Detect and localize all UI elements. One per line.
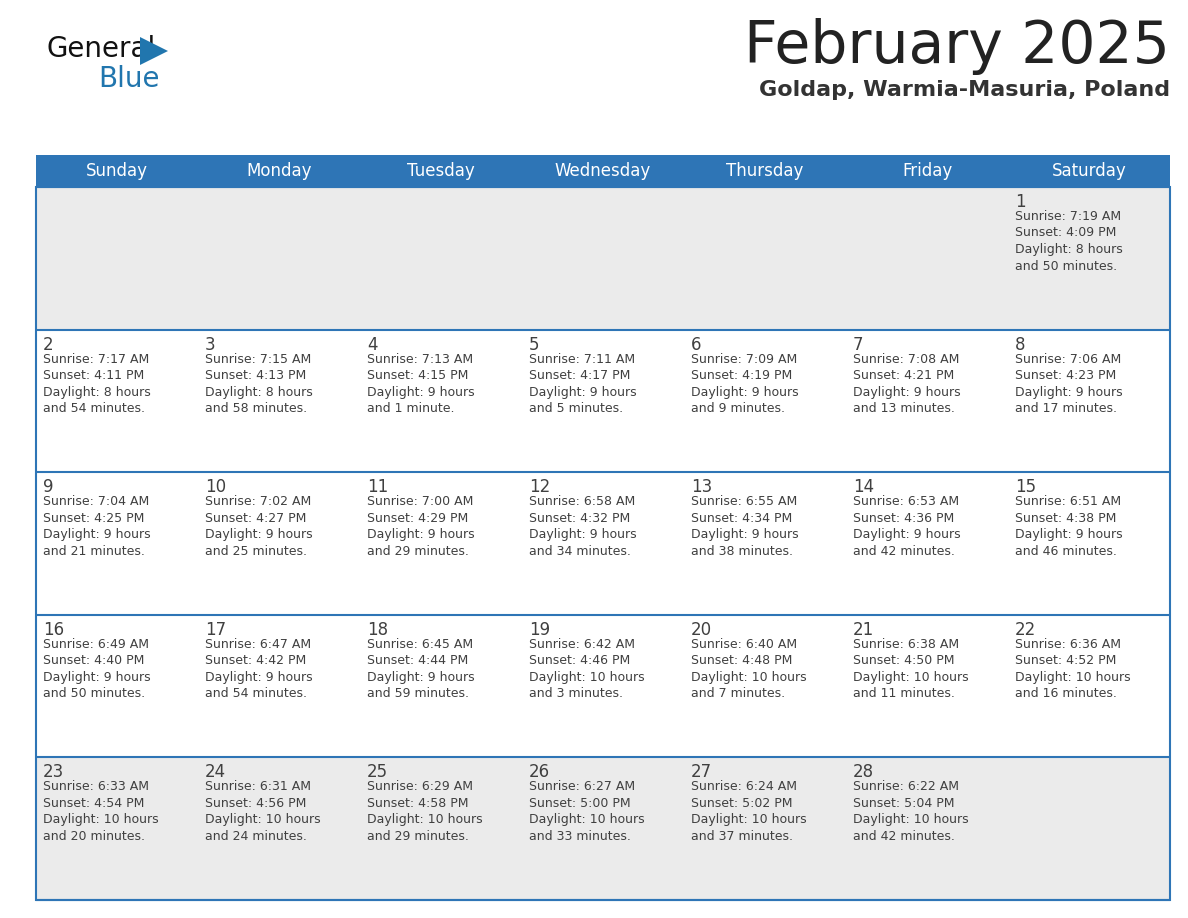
Text: 21: 21 (853, 621, 874, 639)
Text: 10: 10 (206, 478, 226, 497)
Text: Thursday: Thursday (726, 162, 804, 180)
Text: Wednesday: Wednesday (555, 162, 651, 180)
Text: Sunrise: 7:08 AM
Sunset: 4:21 PM
Daylight: 9 hours
and 13 minutes.: Sunrise: 7:08 AM Sunset: 4:21 PM Dayligh… (853, 353, 961, 415)
Bar (36, 155, 1170, 187)
Text: 16: 16 (43, 621, 64, 639)
Text: Sunrise: 6:58 AM
Sunset: 4:32 PM
Daylight: 9 hours
and 34 minutes.: Sunrise: 6:58 AM Sunset: 4:32 PM Dayligh… (529, 495, 637, 558)
Text: 27: 27 (691, 764, 712, 781)
Text: Sunrise: 7:11 AM
Sunset: 4:17 PM
Daylight: 9 hours
and 5 minutes.: Sunrise: 7:11 AM Sunset: 4:17 PM Dayligh… (529, 353, 637, 415)
Text: 15: 15 (1015, 478, 1036, 497)
Text: Sunrise: 7:04 AM
Sunset: 4:25 PM
Daylight: 9 hours
and 21 minutes.: Sunrise: 7:04 AM Sunset: 4:25 PM Dayligh… (43, 495, 151, 558)
Bar (36, 187, 1170, 330)
Text: Sunrise: 7:06 AM
Sunset: 4:23 PM
Daylight: 9 hours
and 17 minutes.: Sunrise: 7:06 AM Sunset: 4:23 PM Dayligh… (1015, 353, 1123, 415)
Bar (36, 615, 1170, 757)
Text: Sunrise: 6:36 AM
Sunset: 4:52 PM
Daylight: 10 hours
and 16 minutes.: Sunrise: 6:36 AM Sunset: 4:52 PM Dayligh… (1015, 638, 1131, 700)
Text: Sunrise: 6:31 AM
Sunset: 4:56 PM
Daylight: 10 hours
and 24 minutes.: Sunrise: 6:31 AM Sunset: 4:56 PM Dayligh… (206, 780, 321, 843)
Text: Sunrise: 6:40 AM
Sunset: 4:48 PM
Daylight: 10 hours
and 7 minutes.: Sunrise: 6:40 AM Sunset: 4:48 PM Dayligh… (691, 638, 807, 700)
Text: Sunrise: 7:15 AM
Sunset: 4:13 PM
Daylight: 8 hours
and 58 minutes.: Sunrise: 7:15 AM Sunset: 4:13 PM Dayligh… (206, 353, 312, 415)
Text: 28: 28 (853, 764, 874, 781)
Text: Sunrise: 6:47 AM
Sunset: 4:42 PM
Daylight: 9 hours
and 54 minutes.: Sunrise: 6:47 AM Sunset: 4:42 PM Dayligh… (206, 638, 312, 700)
Text: Sunrise: 7:13 AM
Sunset: 4:15 PM
Daylight: 9 hours
and 1 minute.: Sunrise: 7:13 AM Sunset: 4:15 PM Dayligh… (367, 353, 475, 415)
Bar (36, 330, 1170, 472)
Text: Sunrise: 7:02 AM
Sunset: 4:27 PM
Daylight: 9 hours
and 25 minutes.: Sunrise: 7:02 AM Sunset: 4:27 PM Dayligh… (206, 495, 312, 558)
Text: 17: 17 (206, 621, 226, 639)
Text: Sunrise: 6:42 AM
Sunset: 4:46 PM
Daylight: 10 hours
and 3 minutes.: Sunrise: 6:42 AM Sunset: 4:46 PM Dayligh… (529, 638, 645, 700)
Text: 9: 9 (43, 478, 53, 497)
Text: 1: 1 (1015, 193, 1025, 211)
Text: General: General (46, 35, 156, 63)
Text: Sunrise: 7:00 AM
Sunset: 4:29 PM
Daylight: 9 hours
and 29 minutes.: Sunrise: 7:00 AM Sunset: 4:29 PM Dayligh… (367, 495, 475, 558)
Text: 22: 22 (1015, 621, 1036, 639)
Text: Sunrise: 7:17 AM
Sunset: 4:11 PM
Daylight: 8 hours
and 54 minutes.: Sunrise: 7:17 AM Sunset: 4:11 PM Dayligh… (43, 353, 151, 415)
Text: 14: 14 (853, 478, 874, 497)
Text: Monday: Monday (246, 162, 311, 180)
Text: Sunrise: 6:24 AM
Sunset: 5:02 PM
Daylight: 10 hours
and 37 minutes.: Sunrise: 6:24 AM Sunset: 5:02 PM Dayligh… (691, 780, 807, 843)
Text: 13: 13 (691, 478, 713, 497)
Text: 2: 2 (43, 336, 53, 353)
Text: Sunrise: 6:45 AM
Sunset: 4:44 PM
Daylight: 9 hours
and 59 minutes.: Sunrise: 6:45 AM Sunset: 4:44 PM Dayligh… (367, 638, 475, 700)
Text: 8: 8 (1015, 336, 1025, 353)
Text: Sunrise: 6:33 AM
Sunset: 4:54 PM
Daylight: 10 hours
and 20 minutes.: Sunrise: 6:33 AM Sunset: 4:54 PM Dayligh… (43, 780, 159, 843)
Text: 25: 25 (367, 764, 388, 781)
Text: Friday: Friday (902, 162, 952, 180)
Text: 12: 12 (529, 478, 550, 497)
Text: 24: 24 (206, 764, 226, 781)
Text: Goldap, Warmia-Masuria, Poland: Goldap, Warmia-Masuria, Poland (759, 80, 1170, 100)
Text: February 2025: February 2025 (744, 18, 1170, 75)
Text: 20: 20 (691, 621, 712, 639)
Text: 19: 19 (529, 621, 550, 639)
Text: Saturday: Saturday (1051, 162, 1126, 180)
Polygon shape (140, 37, 168, 65)
Text: Sunday: Sunday (86, 162, 148, 180)
Text: 5: 5 (529, 336, 539, 353)
Text: Tuesday: Tuesday (407, 162, 475, 180)
Text: 7: 7 (853, 336, 864, 353)
Text: Sunrise: 7:19 AM
Sunset: 4:09 PM
Daylight: 8 hours
and 50 minutes.: Sunrise: 7:19 AM Sunset: 4:09 PM Dayligh… (1015, 210, 1123, 273)
Text: Sunrise: 6:55 AM
Sunset: 4:34 PM
Daylight: 9 hours
and 38 minutes.: Sunrise: 6:55 AM Sunset: 4:34 PM Dayligh… (691, 495, 798, 558)
Bar (36, 187, 1170, 900)
Text: Sunrise: 6:49 AM
Sunset: 4:40 PM
Daylight: 9 hours
and 50 minutes.: Sunrise: 6:49 AM Sunset: 4:40 PM Dayligh… (43, 638, 151, 700)
Text: 11: 11 (367, 478, 388, 497)
Text: Blue: Blue (97, 65, 159, 93)
Text: Sunrise: 6:27 AM
Sunset: 5:00 PM
Daylight: 10 hours
and 33 minutes.: Sunrise: 6:27 AM Sunset: 5:00 PM Dayligh… (529, 780, 645, 843)
Text: 3: 3 (206, 336, 216, 353)
Text: Sunrise: 6:51 AM
Sunset: 4:38 PM
Daylight: 9 hours
and 46 minutes.: Sunrise: 6:51 AM Sunset: 4:38 PM Dayligh… (1015, 495, 1123, 558)
Bar (36, 757, 1170, 900)
Text: Sunrise: 6:38 AM
Sunset: 4:50 PM
Daylight: 10 hours
and 11 minutes.: Sunrise: 6:38 AM Sunset: 4:50 PM Dayligh… (853, 638, 968, 700)
Bar (36, 472, 1170, 615)
Text: 18: 18 (367, 621, 388, 639)
Text: Sunrise: 6:53 AM
Sunset: 4:36 PM
Daylight: 9 hours
and 42 minutes.: Sunrise: 6:53 AM Sunset: 4:36 PM Dayligh… (853, 495, 961, 558)
Text: 6: 6 (691, 336, 701, 353)
Text: 23: 23 (43, 764, 64, 781)
Text: 4: 4 (367, 336, 378, 353)
Text: 26: 26 (529, 764, 550, 781)
Text: Sunrise: 6:22 AM
Sunset: 5:04 PM
Daylight: 10 hours
and 42 minutes.: Sunrise: 6:22 AM Sunset: 5:04 PM Dayligh… (853, 780, 968, 843)
Text: Sunrise: 6:29 AM
Sunset: 4:58 PM
Daylight: 10 hours
and 29 minutes.: Sunrise: 6:29 AM Sunset: 4:58 PM Dayligh… (367, 780, 482, 843)
Text: Sunrise: 7:09 AM
Sunset: 4:19 PM
Daylight: 9 hours
and 9 minutes.: Sunrise: 7:09 AM Sunset: 4:19 PM Dayligh… (691, 353, 798, 415)
